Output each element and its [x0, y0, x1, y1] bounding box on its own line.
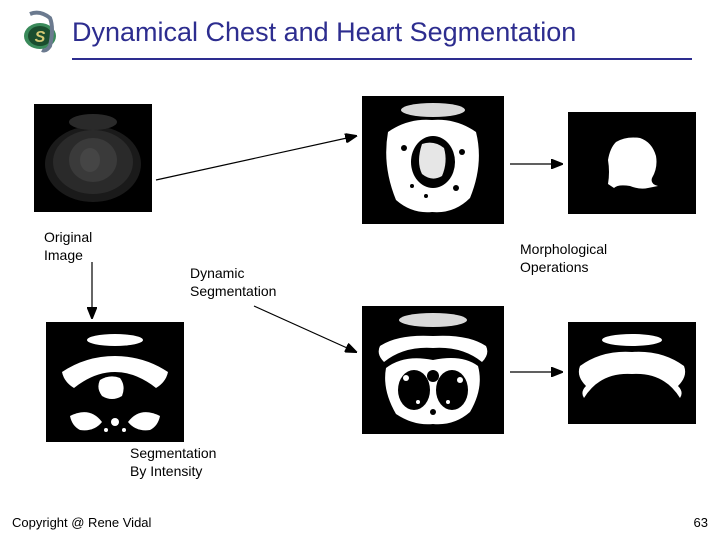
label-original: Original Image — [44, 228, 92, 264]
image-morph1 — [568, 112, 696, 214]
arrow-orig-to-seg1 — [0, 0, 720, 540]
label-dynamic: Dynamic Segmentation — [190, 264, 276, 300]
image-seg1 — [362, 96, 504, 224]
slide-title: Dynamical Chest and Heart Segmentation — [72, 17, 576, 48]
svg-text:S: S — [35, 29, 46, 46]
footer-page-number: 63 — [694, 515, 708, 530]
footer-copyright: Copyright @ Rene Vidal — [12, 515, 151, 530]
logo-icon: S — [16, 8, 64, 56]
title-underline — [72, 58, 692, 60]
slide-header: S Dynamical Chest and Heart Segmentation — [16, 8, 704, 56]
label-morphological: Morphological Operations — [520, 240, 607, 276]
image-seg2 — [362, 306, 504, 434]
image-original — [34, 104, 152, 212]
image-morph2 — [568, 322, 696, 424]
label-by-intensity: Segmentation By Intensity — [130, 444, 216, 480]
image-intensity — [46, 322, 184, 442]
